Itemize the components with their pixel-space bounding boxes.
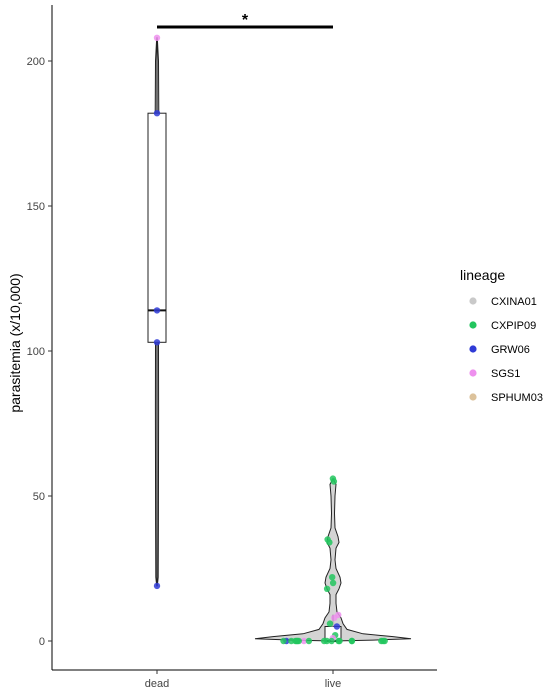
data-point bbox=[153, 339, 161, 346]
data-point bbox=[379, 637, 387, 645]
boxplots-layer bbox=[147, 37, 342, 642]
data-point bbox=[326, 620, 334, 627]
legend-label-grw06: GRW06 bbox=[491, 344, 530, 356]
legend: lineage CXINA01 CXPIP09 GRW06 SGS1 SPHUM03 bbox=[460, 267, 543, 404]
y-tick-label: 150 bbox=[27, 201, 45, 213]
violins-layer bbox=[154, 37, 412, 642]
legend-label-cxpip09: CXPIP09 bbox=[491, 320, 536, 332]
points-layer bbox=[153, 34, 388, 645]
data-point bbox=[153, 582, 161, 590]
x-tick-label: live bbox=[325, 678, 342, 690]
data-point bbox=[153, 110, 161, 117]
data-point bbox=[330, 478, 338, 485]
data-point bbox=[320, 637, 328, 645]
data-point bbox=[331, 614, 338, 621]
legend-key-sgs1 bbox=[469, 369, 477, 377]
legend-label-cxina01: CXINA01 bbox=[491, 296, 537, 308]
y-tick-label: 50 bbox=[33, 491, 45, 503]
significance-label: * bbox=[242, 12, 249, 29]
data-point bbox=[153, 34, 161, 41]
legend-key-cxina01 bbox=[469, 297, 477, 305]
data-point bbox=[329, 574, 336, 581]
legend-key-cxpip09 bbox=[469, 321, 477, 329]
data-point bbox=[323, 585, 331, 592]
significance-layer: * bbox=[157, 12, 333, 29]
x-tick-label: dead bbox=[145, 678, 169, 690]
data-point bbox=[329, 579, 337, 587]
legend-label-sphum03: SPHUM03 bbox=[491, 392, 543, 404]
y-tick-label: 0 bbox=[39, 636, 45, 648]
data-point bbox=[280, 637, 287, 645]
legend-title: lineage bbox=[460, 267, 505, 283]
legend-key-sphum03 bbox=[469, 393, 477, 401]
data-point bbox=[328, 637, 335, 645]
axes-layer: 0 50 100 150 200 dead live bbox=[27, 5, 437, 690]
data-point bbox=[348, 637, 356, 645]
y-axis-label: parasitemia (x/10,000) bbox=[7, 273, 23, 412]
data-point bbox=[335, 637, 342, 645]
data-point bbox=[153, 307, 161, 314]
data-point bbox=[305, 637, 313, 645]
legend-key-grw06 bbox=[469, 345, 477, 353]
y-tick-label: 100 bbox=[27, 346, 45, 358]
data-point bbox=[288, 637, 295, 645]
y-tick-label: 200 bbox=[27, 56, 45, 68]
data-point bbox=[293, 637, 300, 645]
data-point bbox=[326, 539, 333, 546]
legend-label-sgs1: SGS1 bbox=[491, 368, 520, 380]
data-point bbox=[333, 623, 341, 630]
data-point bbox=[300, 637, 308, 645]
